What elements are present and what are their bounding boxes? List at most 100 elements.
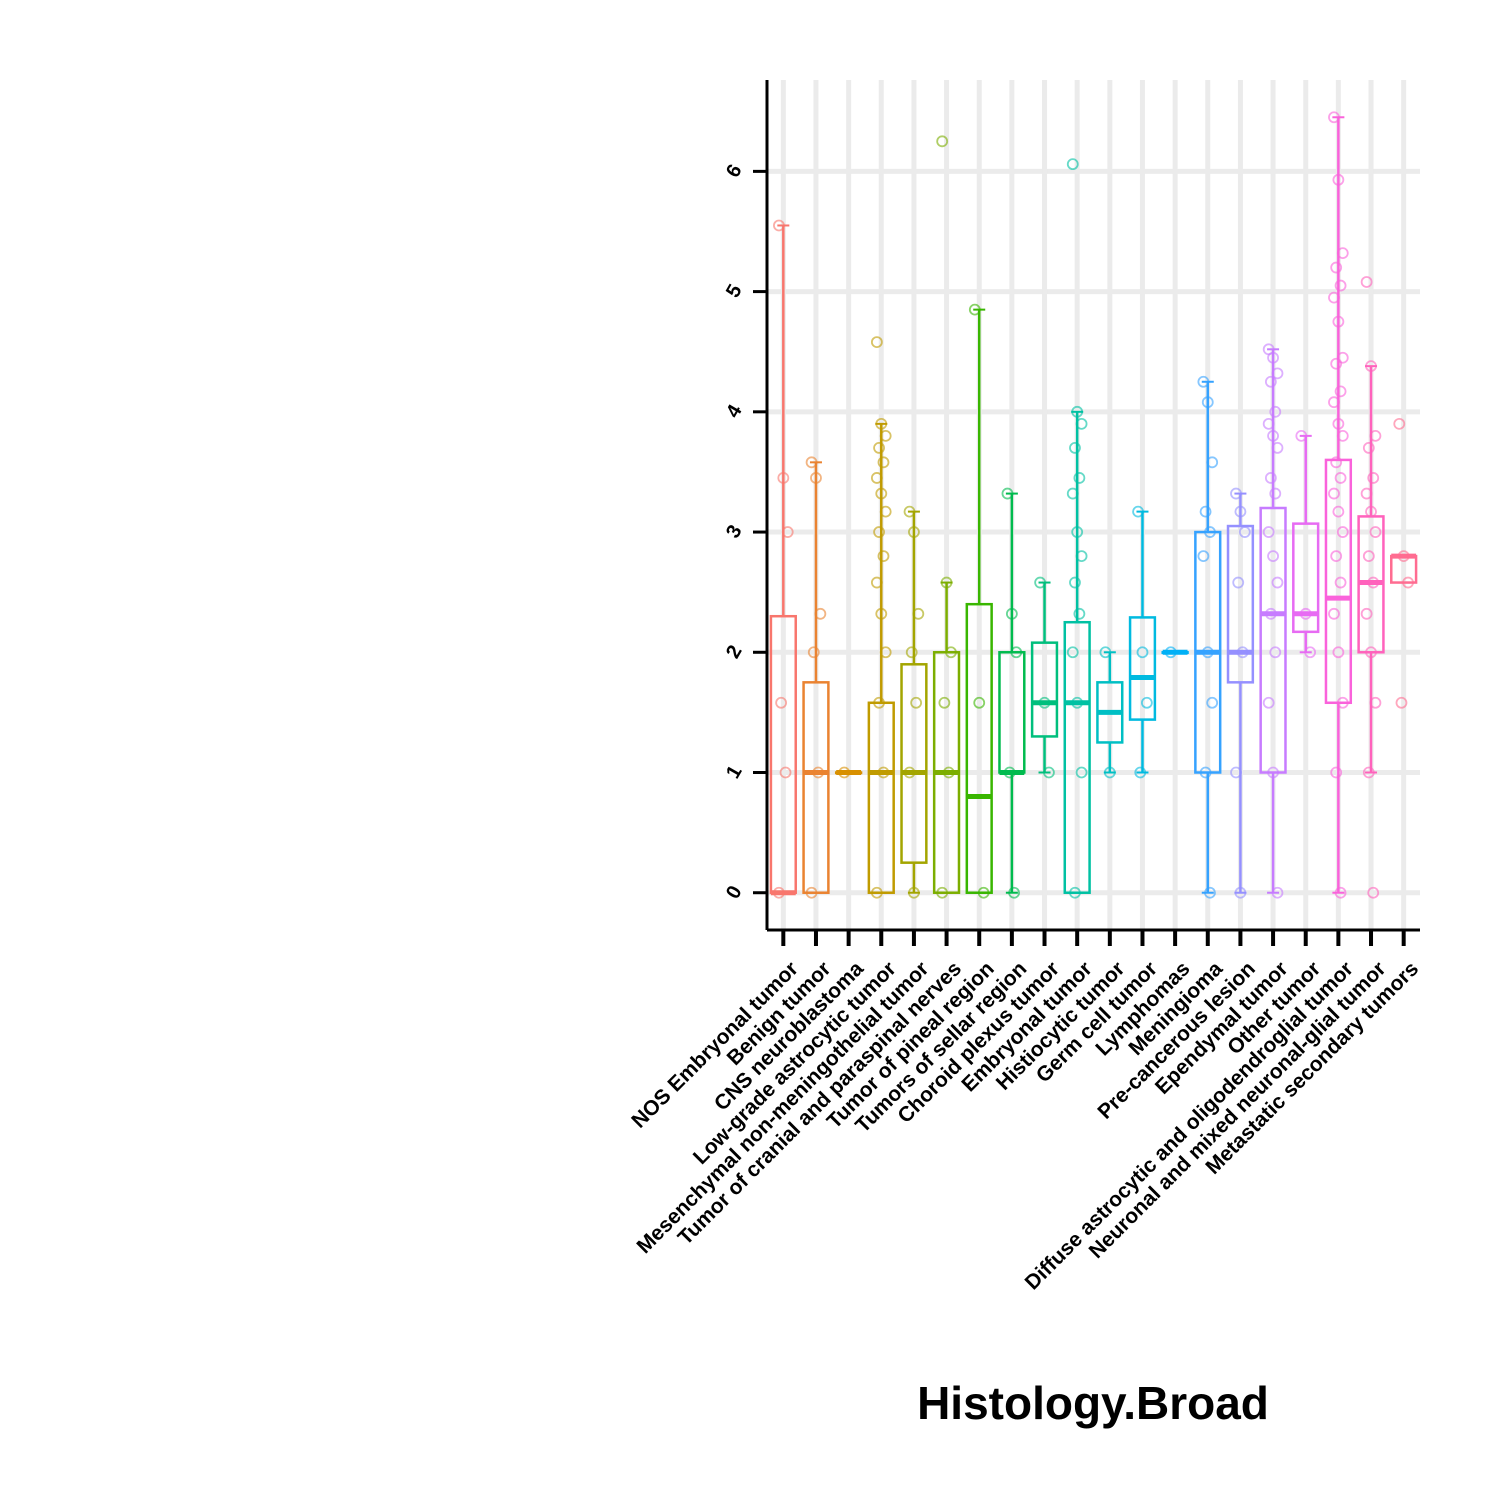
data-point [1199,505,1212,518]
data-point [1071,405,1084,418]
data-point [1369,429,1382,442]
data-point [908,526,920,538]
data-point [1230,766,1242,779]
data-point [1332,646,1345,659]
data-point [1336,696,1349,709]
data-point [870,336,883,348]
y-tick-label: 5 [722,281,747,302]
data-point [1336,247,1349,260]
data-point [1103,766,1116,779]
data-point [1271,367,1284,380]
y-tick-label: 0 [722,882,747,903]
data-point [1328,607,1340,620]
data-point [1071,696,1084,709]
data-point [942,766,955,779]
data-point [1267,550,1279,562]
data-point [1262,417,1275,430]
data-point [1206,696,1219,709]
y-tick-label: 6 [722,161,747,182]
data-point [1073,607,1086,620]
data-point [1267,351,1279,364]
data-point [1234,886,1247,899]
data-point [775,696,788,709]
data-point [1328,487,1340,500]
data-point [873,441,885,454]
data-point [1136,646,1149,659]
data-point [1367,472,1380,484]
data-point [1075,550,1088,562]
data-point [1369,526,1382,538]
data-point [908,886,920,899]
data-point [1264,607,1277,620]
data-point [1066,646,1079,659]
box [1128,616,1157,721]
data-point [877,766,890,779]
data-point [1330,766,1343,779]
data-point [1069,441,1081,454]
box-group [1226,487,1255,899]
data-point [1332,173,1345,186]
data-point [1204,526,1216,538]
data-point [1328,291,1340,304]
data-point [773,219,785,232]
box-group [932,135,961,899]
data-point [1099,646,1112,659]
data-point [903,505,916,518]
data-point [945,646,957,659]
data-point [781,526,794,538]
data-point [1267,429,1279,442]
data-point [1264,472,1277,484]
data-point [1236,646,1249,659]
box [1292,522,1320,634]
box-group [1259,343,1287,899]
box-group [1324,111,1353,899]
data-point [805,886,818,899]
data-point [1034,576,1047,589]
data-point [1001,487,1014,500]
data-point [870,576,883,589]
data-point [1328,111,1340,124]
data-point [1206,456,1219,469]
data-point [1369,696,1382,709]
data-point [1271,886,1284,899]
data-point [1262,696,1275,709]
data-point [1304,646,1317,659]
data-point [1132,505,1144,518]
data-point [1360,487,1373,500]
data-point [779,766,792,779]
y-tick-label: 4 [722,400,747,421]
box [1063,620,1091,894]
data-point [814,607,827,620]
data-point [1038,696,1051,709]
data-point [1201,396,1214,409]
data-point [1075,766,1088,779]
data-point [1334,886,1347,899]
data-point [1234,505,1247,518]
data-point [1365,646,1377,659]
data-point [1330,357,1343,370]
box-group [802,456,830,899]
data-point [1238,526,1251,538]
data-point [877,456,890,469]
data-point [1199,766,1212,779]
box-group [834,766,863,779]
data-point [1332,315,1345,328]
data-point [1269,487,1282,500]
box-group [1194,375,1222,899]
data-point [773,886,785,899]
data-point [875,607,888,620]
box-group [1063,158,1091,899]
box-group [1357,276,1385,899]
data-point [1402,576,1414,589]
data-point [1204,886,1216,899]
data-point [1269,405,1282,418]
data-point [1069,886,1081,899]
data-point [810,472,822,484]
data-point [812,766,825,779]
data-point [1330,550,1343,562]
data-point [1201,646,1214,659]
data-point [973,696,986,709]
data-point [870,886,883,899]
data-point [1362,550,1375,562]
data-point [1367,576,1380,589]
